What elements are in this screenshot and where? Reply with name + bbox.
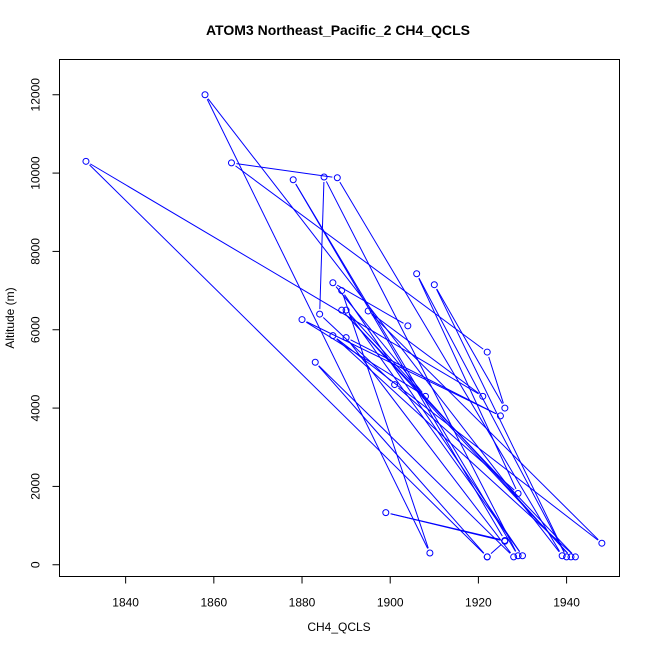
data-point bbox=[479, 392, 487, 400]
y-tick-label: 10000 bbox=[29, 156, 43, 190]
data-point bbox=[201, 91, 209, 99]
data-point bbox=[514, 489, 522, 497]
series-segment bbox=[206, 99, 429, 549]
series-segment bbox=[318, 365, 485, 554]
series-points bbox=[82, 91, 606, 561]
data-point bbox=[501, 536, 509, 544]
y-tick-label: 2000 bbox=[29, 473, 43, 500]
series-segment bbox=[390, 513, 501, 540]
data-point bbox=[421, 392, 429, 400]
series-segment bbox=[350, 339, 497, 415]
y-axis: 0 2000 4000 6000 8000 10000 12000 bbox=[29, 78, 60, 568]
data-point bbox=[338, 287, 346, 295]
series-segment bbox=[488, 356, 504, 404]
data-point bbox=[404, 322, 412, 330]
series-segment bbox=[348, 341, 512, 554]
series-segment bbox=[335, 286, 423, 393]
series-line bbox=[89, 98, 599, 554]
series-segment bbox=[342, 295, 429, 549]
x-tick-label: 1840 bbox=[112, 596, 139, 610]
x-axis: 1840 1860 1880 1900 1920 1940 bbox=[112, 576, 580, 610]
series-segment bbox=[418, 277, 565, 553]
data-point bbox=[430, 281, 438, 289]
plot-frame bbox=[59, 59, 620, 577]
x-axis-label: CH4_QCLS bbox=[307, 620, 370, 634]
data-point bbox=[518, 552, 526, 560]
series-segment bbox=[90, 163, 479, 395]
series-segment bbox=[89, 164, 485, 554]
series-segment bbox=[490, 544, 502, 554]
x-tick-label: 1900 bbox=[377, 596, 404, 610]
data-point bbox=[316, 310, 324, 318]
x-tick-label: 1920 bbox=[465, 596, 492, 610]
y-tick-label: 6000 bbox=[29, 316, 43, 343]
y-tick-label: 0 bbox=[29, 561, 43, 568]
data-point bbox=[510, 553, 518, 561]
data-point bbox=[342, 306, 350, 314]
series-segment bbox=[344, 313, 573, 554]
data-point bbox=[413, 270, 421, 278]
data-point bbox=[483, 553, 491, 561]
data-point bbox=[342, 334, 350, 342]
data-point bbox=[514, 552, 522, 560]
series-segment bbox=[344, 313, 568, 554]
series-segment bbox=[436, 288, 503, 404]
series-segment bbox=[325, 181, 517, 552]
data-point bbox=[563, 553, 571, 561]
data-point bbox=[333, 174, 341, 182]
series-segment bbox=[306, 321, 497, 415]
series-segment bbox=[336, 284, 404, 324]
data-point bbox=[320, 173, 328, 181]
data-point bbox=[558, 552, 566, 560]
data-point bbox=[501, 404, 509, 412]
data-point bbox=[338, 306, 346, 314]
data-point bbox=[364, 307, 372, 315]
data-point bbox=[82, 157, 90, 165]
series-segment bbox=[436, 288, 565, 553]
y-tick-label: 12000 bbox=[29, 78, 43, 112]
data-point bbox=[598, 539, 606, 547]
y-tick-label: 4000 bbox=[29, 394, 43, 421]
series-segment bbox=[235, 165, 484, 350]
series-segment bbox=[336, 338, 573, 554]
series-segment bbox=[236, 163, 333, 178]
series-segment bbox=[207, 98, 560, 553]
series-segment bbox=[336, 338, 599, 541]
data-point bbox=[329, 279, 337, 287]
x-tick-label: 1860 bbox=[200, 596, 227, 610]
x-tick-label: 1880 bbox=[289, 596, 316, 610]
data-point bbox=[289, 176, 297, 184]
series-segment bbox=[339, 181, 561, 552]
data-point bbox=[311, 358, 319, 366]
y-tick-label: 8000 bbox=[29, 238, 43, 265]
y-axis-label: Altitude (m) bbox=[3, 287, 17, 348]
series-segment bbox=[371, 313, 480, 394]
series-segment bbox=[295, 183, 503, 537]
data-point bbox=[483, 348, 491, 356]
x-tick-label: 1940 bbox=[553, 596, 580, 610]
data-point bbox=[567, 553, 575, 561]
data-point bbox=[382, 509, 390, 517]
series-segment bbox=[322, 317, 392, 382]
data-point bbox=[571, 553, 579, 561]
data-point bbox=[227, 159, 235, 167]
data-point bbox=[496, 412, 504, 420]
series-segment bbox=[318, 365, 511, 554]
data-point bbox=[391, 381, 399, 389]
data-point bbox=[426, 549, 434, 557]
series-segment bbox=[306, 321, 422, 395]
series-segment bbox=[371, 314, 599, 541]
data-point bbox=[298, 316, 306, 324]
series-segment bbox=[344, 294, 521, 552]
data-point bbox=[329, 332, 337, 340]
chart-title: ATOM3 Northeast_Pacific_2 CH4_QCLS bbox=[206, 22, 470, 38]
